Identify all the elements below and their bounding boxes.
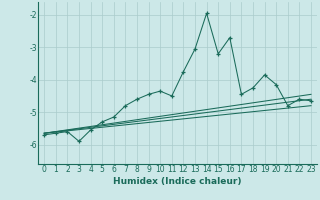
X-axis label: Humidex (Indice chaleur): Humidex (Indice chaleur) [113, 177, 242, 186]
